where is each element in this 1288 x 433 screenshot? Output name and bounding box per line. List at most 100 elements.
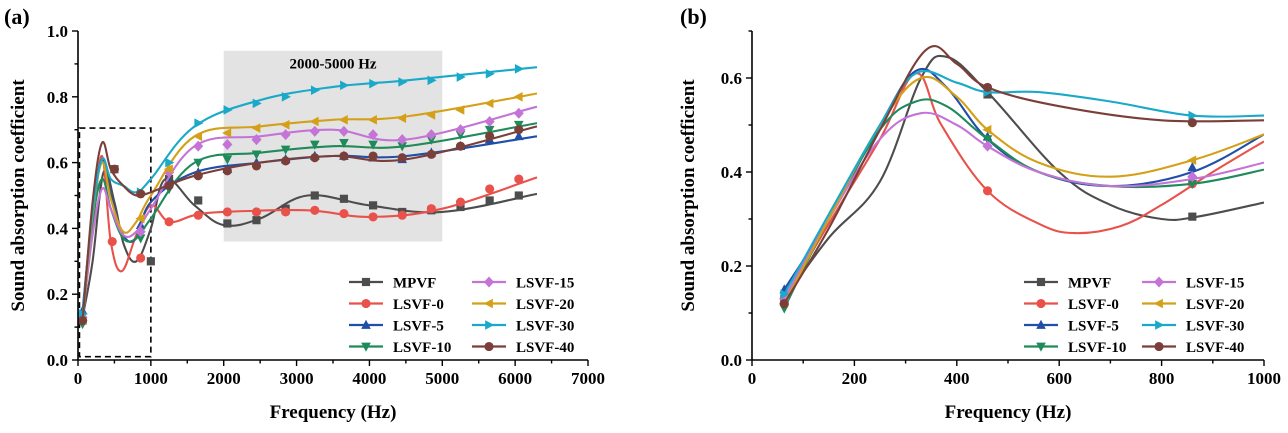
x-axis-title: Frequency (Hz) [270,402,397,423]
data-point-lsvf-15 [368,129,379,141]
data-point-lsvf-0 [397,210,407,220]
data-point-lsvf-15 [426,129,437,141]
data-point-lsvf-30 [165,157,175,168]
panel-a: 2000-5000 Hz 0 1000 2000 3000 4000 5000 6000 700… [4,4,605,423]
data-point-lsvf-20 [192,131,203,142]
panel-label: (a) [4,4,30,29]
legend-item-lsvf-30: LSVF-30 [1142,319,1244,335]
data-point-lsvf-10 [484,125,495,135]
y-tick-label: 0.4 [47,219,69,238]
series-lsvf-40 [779,45,1264,309]
data-point-lsvf-20 [163,164,173,174]
data-point-lsvf-30 [1188,110,1198,121]
data-point-lsvf-40 [164,181,174,191]
data-point-lsvf-40 [251,161,262,171]
y-tick-label: 0.6 [721,69,742,88]
series-lsvf-15 [78,105,538,323]
data-point-lsvf-15 [193,140,204,152]
data-point-lsvf-40 [982,82,993,92]
data-point-lsvf-10 [135,234,146,244]
legend: MPVF LSVF-0 LSVF-5 LSVF-10 LSVF-15 LSVF-20 LSV… [349,276,574,356]
y-axis-title: Sound absorption coefficient [678,79,699,312]
legend-label: LSVF-30 [1186,319,1244,335]
data-point-lsvf-30 [514,64,525,74]
legend-item-lsvf-20: LSVF-20 [472,297,574,313]
data-point-lsvf-10 [368,140,378,150]
series-line-lsvf-30 [81,66,538,315]
legend-label: LSVF-5 [393,319,444,335]
legend-label: LSVF-10 [393,340,451,356]
legend-item-lsvf-15: LSVF-15 [1142,276,1244,292]
legend-marker [1155,320,1165,330]
data-point-lsvf-40 [310,153,320,163]
data-point-lsvf-10 [339,139,349,149]
legend-label: LSVF-15 [1186,276,1244,292]
data-point-lsvf-20 [222,128,232,138]
panel-b: 0 200 400 600 800 1000 0.0 0.2 0.4 0.6 Frequency (… [678,4,1281,423]
legend-label: LSVF-40 [1186,340,1244,356]
data-point-lsvf-20 [251,123,261,133]
data-point-lsvf-40 [485,131,495,141]
data-point-lsvf-40 [779,299,789,309]
data-point-lsvf-40 [339,151,349,161]
data-point-lsvf-5 [1187,162,1198,172]
data-point-lsvf-15 [280,129,291,141]
data-point-lsvf-20 [1187,155,1197,166]
data-point-lsvf-20 [280,119,290,130]
legend-marker [361,342,371,352]
legend-marker [485,320,495,330]
x-tick-label: 600 [1046,369,1072,388]
x-axis-title: Frequency (Hz) [945,402,1072,423]
data-point-lsvf-0 [164,217,174,227]
legend-item-lsvf-10: LSVF-10 [1024,340,1126,356]
data-point-lsvf-20 [982,124,992,135]
x-tick-label: 6000 [498,369,532,388]
data-point-lsvf-20 [367,115,377,125]
data-point-lsvf-0 [107,237,117,247]
data-point-lsvf-15 [1187,171,1198,183]
y-tick-label: 0.8 [47,88,68,107]
data-point-lsvf-30 [252,98,262,109]
x-tick-label: 1000 [134,369,168,388]
legend: MPVF LSVF-0 LSVF-5 LSVF-10 LSVF-15 LSVF-20 LSV… [1024,276,1244,356]
data-point-lsvf-30 [427,75,437,86]
data-point-lsvf-20 [513,92,523,102]
data-point-lsvf-30 [223,105,233,115]
data-point-lsvf-40 [455,141,466,151]
y-tick-label: 0.0 [721,351,742,370]
legend-marker [1153,276,1165,288]
legend-label: LSVF-5 [1068,319,1119,335]
data-point-lsvf-15 [484,115,495,127]
data-point-lsvf-15 [135,226,146,238]
data-point-lsvf-10 [222,155,233,165]
series-line-lsvf-15 [783,111,1264,300]
x-tick-label: 4000 [352,369,386,388]
data-point-lsvf-30 [310,85,321,96]
y-tick-label: 1.0 [47,22,68,41]
legend-item-lsvf-30: LSVF-30 [472,319,574,335]
data-point-mpvf [514,191,523,200]
data-point-lsvf-20 [455,105,465,115]
data-point-lsvf-20 [135,213,145,224]
data-point-lsvf-10 [455,130,466,140]
data-point-lsvf-0 [281,207,291,217]
x-tick-label: 200 [842,369,868,388]
data-point-lsvf-40 [193,171,203,181]
data-point-mpvf [223,219,232,228]
data-point-mpvf [252,216,261,225]
y-axis-title: Sound absorption coefficient [8,79,29,312]
data-point-mpvf [1188,212,1197,221]
data-point-lsvf-30 [456,72,466,82]
data-point-lsvf-30 [369,78,379,89]
legend-item-lsvf-10: LSVF-10 [349,340,451,356]
legend-item-lsvf-5: LSVF-5 [1024,319,1119,335]
legend-label: LSVF-20 [516,297,574,313]
x-tick-label: 1000 [1247,369,1281,388]
data-point-lsvf-40 [368,151,378,161]
data-point-lsvf-30 [485,68,495,79]
legend-marker [1036,298,1046,309]
data-point-lsvf-10 [309,140,320,150]
legend-marker [483,298,493,309]
legend-marker [1154,341,1164,352]
x-tick-label: 0 [74,369,83,388]
